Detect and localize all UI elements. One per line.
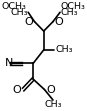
Text: CH₃: CH₃ — [44, 100, 62, 109]
Text: O: O — [46, 85, 55, 95]
Text: CH₃: CH₃ — [60, 8, 78, 17]
Text: N: N — [5, 58, 13, 68]
Text: OCH₃: OCH₃ — [61, 2, 86, 11]
Text: O: O — [12, 85, 21, 95]
Text: OCH₃: OCH₃ — [2, 2, 27, 11]
Text: CH₃: CH₃ — [11, 8, 28, 17]
Text: CH₃: CH₃ — [55, 45, 73, 54]
Text: O: O — [24, 17, 33, 27]
Text: O: O — [55, 17, 64, 27]
